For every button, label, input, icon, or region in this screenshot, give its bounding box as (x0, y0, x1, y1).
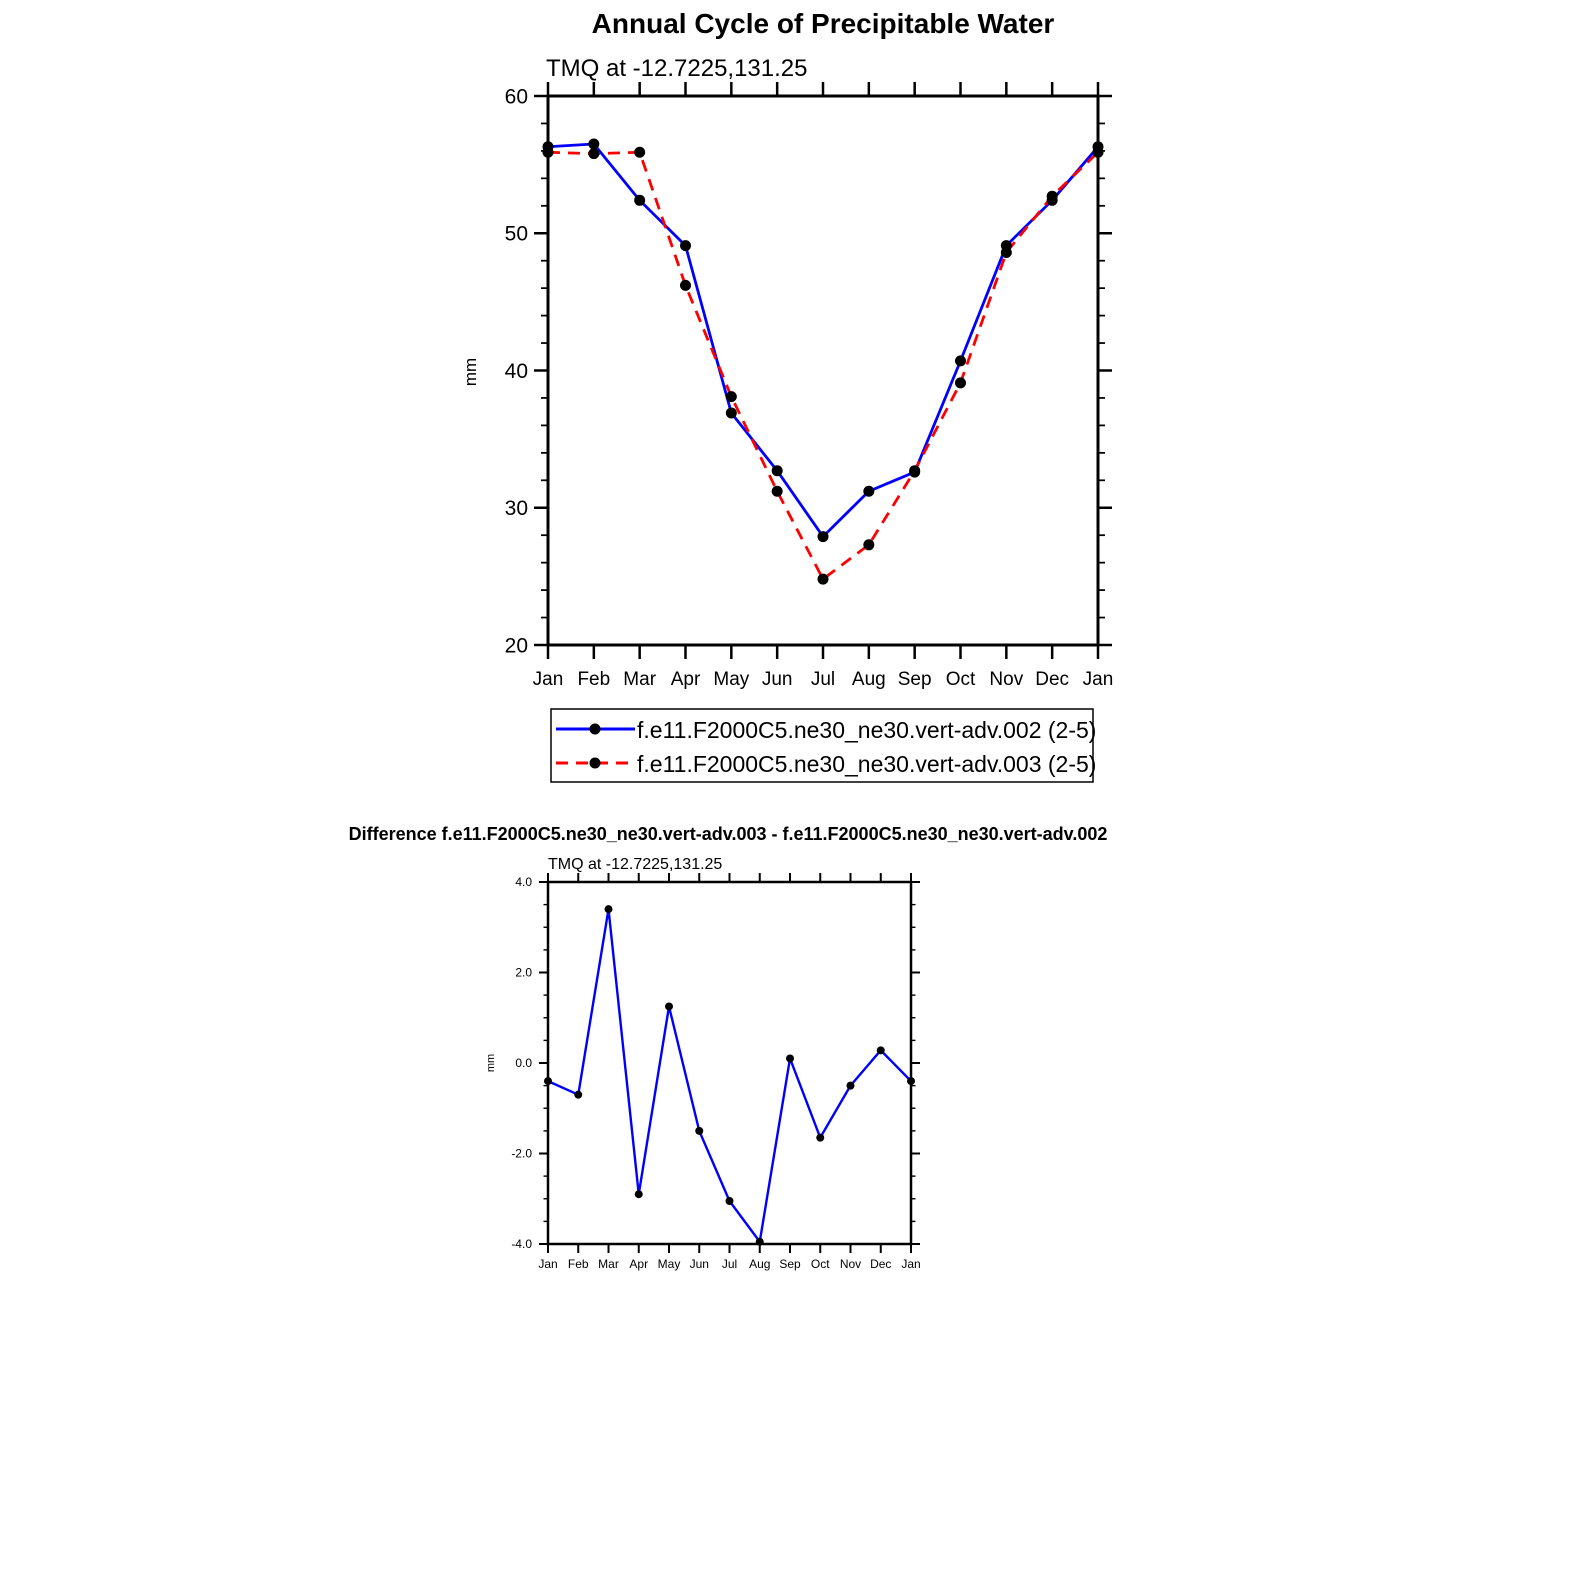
data-point-series-2 (725, 391, 737, 403)
series-line-2 (547, 150, 1099, 581)
data-point-series-1 (680, 240, 691, 252)
data-point-series-2 (863, 539, 875, 551)
data-point-series-1 (955, 355, 966, 367)
data-point-series-2 (909, 465, 921, 477)
y-tick-label: 60 (505, 85, 528, 108)
difference-title: Difference f.e11.F2000C5.ne30_ne30.vert-… (349, 824, 1108, 844)
x-tick-label: Sep (779, 1257, 801, 1271)
legend-box (550, 708, 1094, 783)
data-point-series-2 (771, 485, 783, 497)
x-tick-label: Oct (946, 669, 976, 690)
y-tick-label: 4.0 (515, 875, 532, 889)
x-tick-label: Feb (577, 669, 610, 690)
difference-subtitle: TMQ at -12.7225,131.25 (548, 856, 722, 873)
x-tick-label: Mar (598, 1257, 619, 1271)
x-tick-label: May (713, 669, 749, 690)
data-point-series-1 (588, 138, 600, 150)
data-point-series-2 (817, 573, 829, 585)
plot-frame (546, 94, 1100, 647)
x-tick-label: Apr (671, 669, 701, 690)
x-tick-label: Jan (901, 1257, 920, 1271)
data-point-series-2 (1000, 246, 1012, 258)
data-point-series-1 (846, 1081, 855, 1090)
series-points (542, 138, 1104, 585)
x-tick-label: Nov (989, 669, 1023, 690)
y-tick-label: 40 (505, 360, 528, 383)
series-line-1 (547, 142, 1100, 538)
data-point-series-1 (574, 1090, 583, 1099)
x-tick-label: Jan (538, 1257, 557, 1271)
difference-series-line (547, 907, 912, 1243)
x-tick-label: Feb (568, 1257, 589, 1271)
difference-chart: Difference f.e11.F2000C5.ne30_ne30.vert-… (349, 824, 1108, 1271)
difference-plot-frame (546, 880, 913, 1246)
difference-series-points (544, 905, 915, 1246)
data-point-series-1 (816, 1133, 825, 1142)
x-tick-label: Aug (852, 669, 886, 690)
legend-label-series-2: f.e11.F2000C5.ne30_ne30.vert-adv.003 (2-… (637, 751, 1096, 777)
y-tick-label: 2.0 (515, 966, 532, 980)
x-tick-label: Jul (811, 669, 835, 690)
x-tick-label: Dec (870, 1257, 891, 1271)
data-point-series-1 (863, 485, 875, 497)
data-point-series-2 (955, 377, 966, 389)
difference-x-tick-labels: Jan Feb Mar Apr May Jun Jul Aug Sep Oct Nov Dec Jan (538, 1257, 920, 1271)
x-tick-label: Oct (811, 1257, 830, 1271)
data-point-series-1 (695, 1126, 704, 1135)
y-axis-label: mm (461, 358, 480, 386)
data-point-series-1 (817, 531, 829, 543)
x-tick-label: Aug (749, 1257, 770, 1271)
data-point-series-1 (634, 1190, 643, 1199)
legend: f.e11.F2000C5.ne30_ne30.vert-adv.002 (2-… (550, 708, 1096, 783)
y-tick-label: -2.0 (511, 1147, 532, 1161)
data-point-series-1 (604, 905, 613, 914)
y-tick-label: 0.0 (515, 1056, 532, 1070)
data-point-series-1 (665, 1002, 673, 1011)
legend-marker-series-1 (589, 723, 601, 735)
y-tick-label: 20 (505, 634, 528, 657)
legend-marker-series-2 (589, 757, 601, 769)
data-point-series-1 (786, 1054, 794, 1063)
difference-y-tick-labels: -4.0 -2.0 0.0 2.0 4.0 (511, 875, 532, 1251)
x-tick-label: Nov (840, 1257, 861, 1271)
data-point-series-1 (876, 1046, 885, 1055)
axis-ticks (534, 82, 1112, 659)
data-point-series-2 (634, 146, 646, 158)
data-point-series-2 (1046, 190, 1058, 202)
data-point-series-1 (771, 465, 783, 477)
data-point-series-2 (588, 148, 600, 160)
annual-cycle-chart: Annual Cycle of Precipitable Water TMQ a… (461, 8, 1114, 783)
data-point-series-1 (725, 407, 737, 419)
series-lines (547, 142, 1100, 581)
x-tick-label: Sep (898, 669, 932, 690)
x-tick-label: Apr (629, 1257, 648, 1271)
data-point-series-1 (725, 1197, 734, 1206)
y-tick-label: 30 (505, 497, 528, 520)
data-point-series-1 (634, 194, 646, 206)
y-tick-label: 50 (505, 223, 528, 246)
x-tick-label: Jul (722, 1257, 737, 1271)
y-tick-label: -4.0 (511, 1237, 532, 1251)
data-point-series-2 (680, 279, 691, 291)
x-tick-label: Jan (533, 669, 564, 690)
x-tick-label: Mar (623, 669, 656, 690)
difference-y-axis-label: mm (485, 1054, 497, 1072)
legend-label-series-1: f.e11.F2000C5.ne30_ne30.vert-adv.002 (2-… (637, 717, 1096, 743)
x-tick-label: May (658, 1257, 681, 1271)
chart-title: Annual Cycle of Precipitable Water (592, 8, 1055, 39)
x-tick-label: Jan (1083, 669, 1114, 690)
difference-axis-ticks (539, 873, 920, 1253)
x-tick-label: Jun (690, 1257, 709, 1271)
x-tick-labels: Jan Feb Mar Apr May Jun Jul Aug Sep Oct Nov Dec Jan (533, 669, 1114, 690)
y-tick-labels: 20 30 40 50 60 (505, 85, 528, 657)
x-tick-label: Dec (1035, 669, 1069, 690)
series-line-1 (547, 907, 912, 1243)
chart-subtitle: TMQ at -12.7225,131.25 (546, 55, 808, 82)
x-tick-label: Jun (762, 669, 793, 690)
